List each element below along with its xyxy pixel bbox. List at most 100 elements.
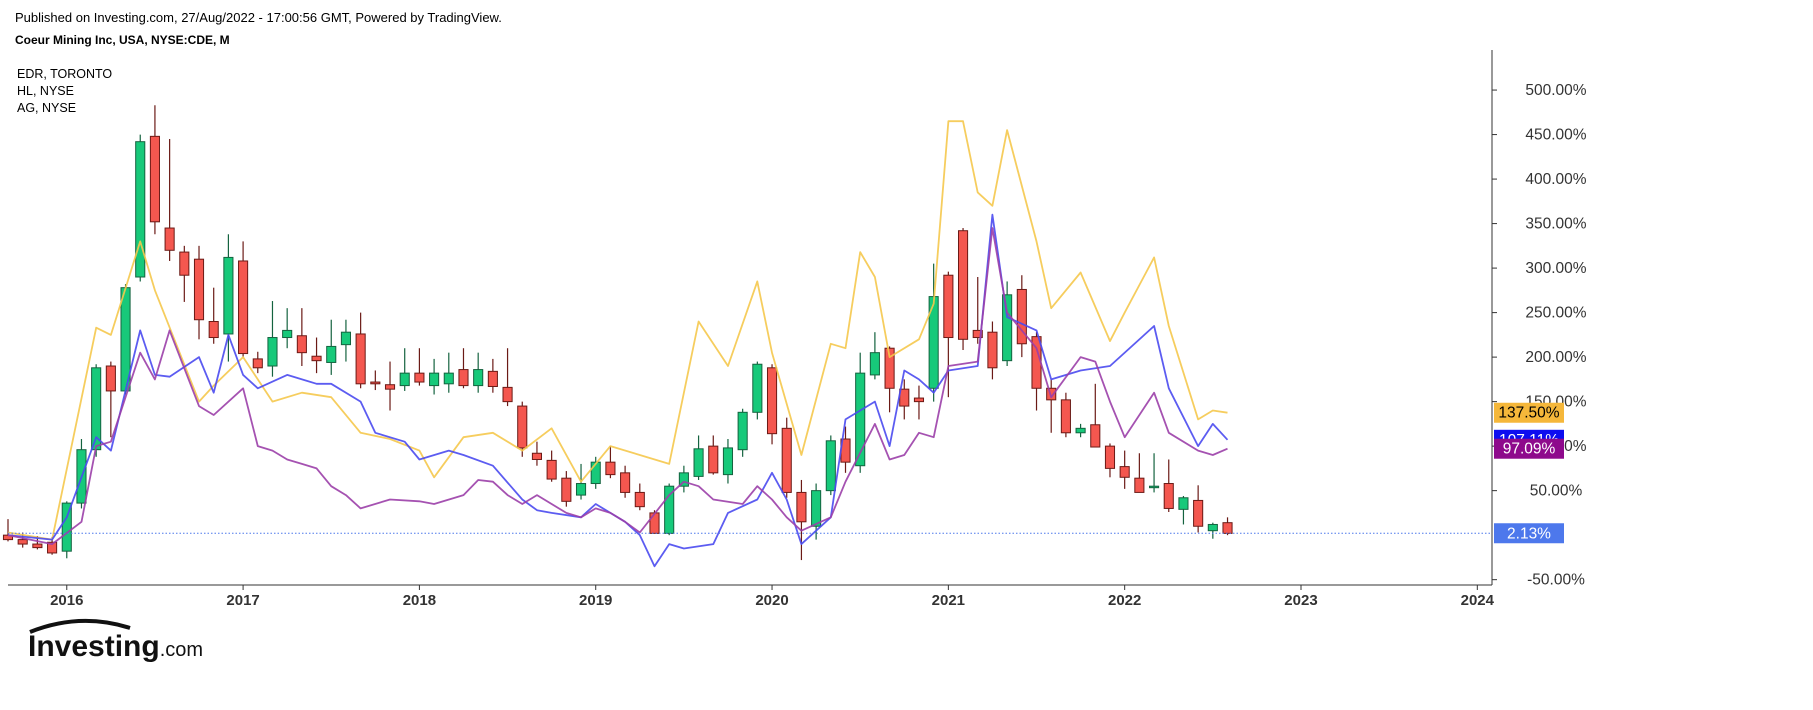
series-line	[7, 120, 1228, 541]
candle-body	[855, 372, 866, 467]
candle-body	[664, 485, 675, 534]
candle-body	[340, 331, 351, 346]
value-tag	[1494, 402, 1564, 423]
candle-body	[1075, 427, 1086, 434]
candle-body	[1090, 424, 1101, 448]
candle-body	[590, 461, 601, 485]
candle-body	[443, 372, 454, 385]
candle-body	[399, 372, 410, 387]
value-tag	[1494, 438, 1564, 459]
candle-body	[561, 477, 572, 502]
candle-body	[811, 490, 822, 527]
candle-body	[105, 365, 116, 392]
candle-body	[972, 329, 983, 339]
candle-body	[164, 227, 175, 251]
candle-body	[517, 405, 528, 449]
candle-body	[1104, 445, 1116, 469]
candle-body	[869, 352, 880, 376]
candle-body	[17, 539, 28, 545]
y-tick-label: 350.00%	[1525, 216, 1586, 233]
value-tag-label: 137.50%	[1498, 405, 1559, 422]
legend-item-edr[interactable]: EDR, TORONTO	[17, 67, 113, 81]
candle-body	[487, 370, 498, 387]
value-tag-label: 2.13%	[1507, 525, 1551, 542]
y-tick-label: 250.00%	[1525, 305, 1586, 322]
y-tick-label: 200.00%	[1525, 349, 1586, 366]
candle-body	[884, 347, 895, 389]
candle-body	[957, 230, 969, 340]
candle-body	[1134, 477, 1145, 493]
candle-body	[987, 331, 998, 369]
candle-body	[47, 541, 58, 554]
candle-body	[193, 258, 205, 321]
published-line: Published on Investing.com, 27/Aug/2022 …	[15, 10, 502, 25]
x-tick-label: 2020	[755, 592, 788, 609]
candle-body	[355, 333, 366, 385]
x-tick-label: 2019	[579, 592, 612, 609]
candle-body	[1193, 499, 1204, 527]
candle-body	[693, 448, 704, 477]
candle-body	[546, 459, 557, 480]
y-tick-label: 400.00%	[1525, 171, 1586, 188]
x-tick-label: 2023	[1284, 592, 1317, 609]
candle-body	[605, 461, 616, 476]
candle-body	[429, 372, 440, 387]
value-tag	[1494, 523, 1564, 544]
candle-body	[620, 472, 631, 493]
candle-body	[722, 447, 734, 476]
candle-body	[238, 260, 249, 355]
candle-body	[1119, 466, 1130, 478]
series-line	[7, 227, 1228, 545]
candle-body	[370, 381, 381, 385]
candle-body	[1149, 485, 1160, 489]
candle-body	[61, 502, 72, 552]
candle-body	[1207, 523, 1218, 532]
candle-body	[913, 397, 925, 403]
y-tick-label: 50.00%	[1530, 483, 1583, 500]
candle-body	[1178, 497, 1189, 510]
candle-body	[1016, 288, 1027, 345]
candle-body	[1163, 483, 1174, 509]
candle-body	[414, 372, 425, 383]
candle-body	[296, 335, 307, 354]
candle-body	[282, 329, 293, 339]
candle-body	[781, 427, 792, 493]
legend-item-hl[interactable]: HL, NYSE	[17, 84, 74, 98]
candle-body	[267, 337, 278, 367]
candle-body	[678, 472, 689, 487]
series-line	[7, 213, 1229, 568]
y-tick-label: 300.00%	[1525, 260, 1586, 277]
y-tick-label: -50.00%	[1527, 572, 1585, 589]
candle-body	[766, 367, 778, 435]
legend-item-ag[interactable]: AG, NYSE	[17, 101, 77, 115]
candle-body	[473, 369, 484, 387]
candle-body	[1222, 522, 1233, 534]
candle-body	[252, 358, 263, 369]
symbol-title: Coeur Mining Inc, USA, NYSE:CDE, M	[15, 33, 230, 47]
candle-body	[737, 411, 748, 451]
candle-body	[179, 251, 190, 276]
candle-body	[326, 345, 337, 363]
candle-body	[796, 491, 807, 523]
candle-body	[311, 355, 322, 362]
logo-swoosh-icon	[29, 618, 131, 634]
candle-body	[752, 363, 763, 413]
candle-body	[575, 483, 587, 496]
candle-body	[1002, 294, 1013, 362]
candle-body	[708, 445, 719, 474]
candle-body	[223, 256, 234, 335]
candle-body	[149, 135, 160, 223]
price-tags-layer: 137.50%107.11%97.09%2.13%	[1494, 402, 1564, 544]
value-tag-label: 97.09%	[1503, 441, 1556, 458]
candles-layer	[2, 105, 1233, 561]
candle-body	[135, 141, 146, 278]
comparison-legend: EDR, TORONTO HL, NYSE AG, NYSE	[17, 66, 112, 117]
candle-body	[502, 386, 513, 403]
comparison-lines-layer	[7, 120, 1229, 568]
candle-body	[1060, 399, 1071, 434]
x-tick-label: 2021	[932, 592, 965, 609]
candle-body	[208, 321, 219, 339]
candle-body	[1046, 387, 1057, 401]
x-tick-label: 2018	[403, 592, 436, 609]
